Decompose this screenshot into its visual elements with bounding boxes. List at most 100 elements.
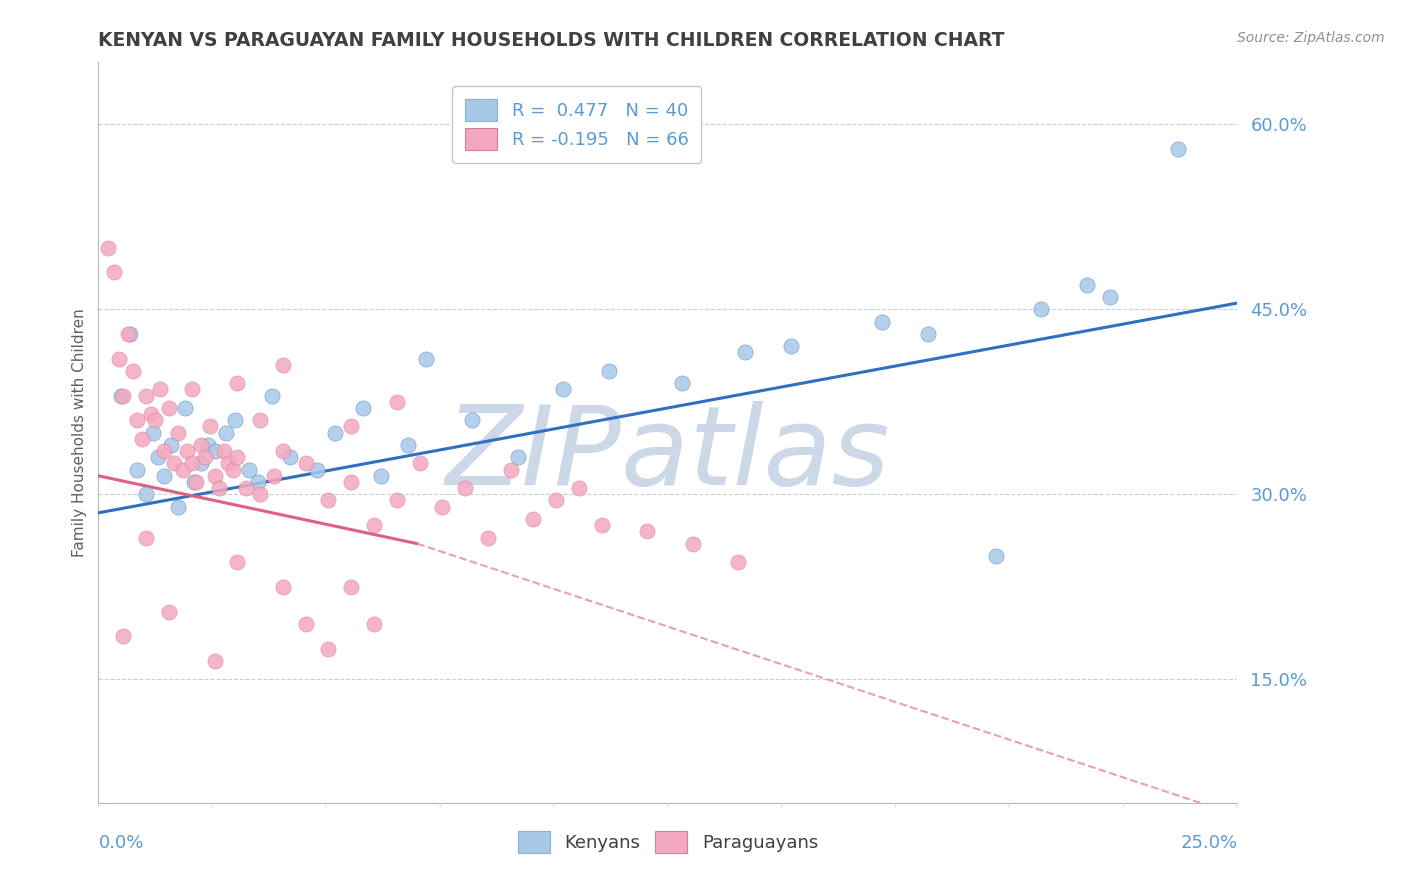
Point	[249, 487, 271, 501]
Text: 25.0%: 25.0%	[1180, 834, 1237, 852]
Point	[135, 487, 157, 501]
Point	[108, 351, 131, 366]
Point	[917, 326, 939, 341]
Point	[204, 444, 226, 458]
Point	[477, 531, 499, 545]
Point	[1167, 142, 1189, 156]
Point	[157, 401, 180, 415]
Point	[734, 345, 756, 359]
Point	[110, 389, 132, 403]
Point	[363, 616, 385, 631]
Point	[103, 265, 125, 279]
Point	[217, 457, 239, 471]
Point	[190, 438, 212, 452]
Point	[96, 240, 118, 254]
Point	[198, 419, 221, 434]
Point	[598, 364, 620, 378]
Point	[1031, 302, 1053, 317]
Point	[318, 641, 340, 656]
Point	[226, 450, 249, 465]
Point	[636, 524, 658, 539]
Point	[779, 339, 801, 353]
Point	[127, 413, 149, 427]
Point	[112, 389, 135, 403]
Point	[1076, 277, 1098, 292]
Legend: Kenyans, Paraguayans: Kenyans, Paraguayans	[510, 824, 825, 861]
Point	[112, 629, 135, 643]
Point	[294, 457, 316, 471]
Point	[461, 413, 484, 427]
Point	[271, 580, 294, 594]
Point	[131, 432, 153, 446]
Point	[197, 438, 219, 452]
Point	[385, 493, 408, 508]
Point	[385, 394, 408, 409]
Point	[307, 462, 329, 476]
Point	[172, 462, 194, 476]
Point	[249, 413, 271, 427]
Point	[671, 376, 693, 391]
Point	[127, 462, 149, 476]
Point	[340, 419, 363, 434]
Point	[215, 425, 238, 440]
Point	[271, 358, 294, 372]
Point	[180, 383, 202, 397]
Point	[499, 462, 522, 476]
Point	[278, 450, 301, 465]
Point	[204, 654, 226, 668]
Text: 0.0%: 0.0%	[98, 834, 143, 852]
Point	[246, 475, 269, 489]
Point	[318, 493, 340, 508]
Point	[121, 364, 143, 378]
Point	[1098, 290, 1121, 304]
Point	[591, 518, 613, 533]
Point	[160, 438, 183, 452]
Point	[167, 500, 190, 514]
Point	[323, 425, 346, 440]
Point	[120, 326, 142, 341]
Point	[415, 351, 437, 366]
Point	[396, 438, 419, 452]
Point	[238, 462, 260, 476]
Point	[546, 493, 568, 508]
Point	[208, 481, 231, 495]
Point	[167, 425, 190, 440]
Point	[142, 425, 165, 440]
Point	[226, 555, 249, 569]
Point	[551, 383, 574, 397]
Point	[162, 457, 184, 471]
Point	[340, 580, 363, 594]
Point	[263, 468, 285, 483]
Point	[180, 457, 202, 471]
Point	[454, 481, 477, 495]
Point	[176, 444, 198, 458]
Point	[222, 462, 245, 476]
Point	[117, 326, 139, 341]
Point	[212, 444, 235, 458]
Point	[271, 444, 294, 458]
Point	[260, 389, 283, 403]
Point	[224, 413, 246, 427]
Point	[870, 314, 893, 328]
Text: ZIPatlas: ZIPatlas	[446, 401, 890, 508]
Point	[139, 407, 162, 421]
Point	[186, 475, 208, 489]
Point	[682, 536, 704, 550]
Point	[183, 475, 205, 489]
Point	[145, 413, 167, 427]
Point	[432, 500, 454, 514]
Point	[146, 450, 169, 465]
Point	[194, 450, 217, 465]
Text: Source: ZipAtlas.com: Source: ZipAtlas.com	[1237, 31, 1385, 45]
Point	[153, 468, 176, 483]
Point	[153, 444, 176, 458]
Text: KENYAN VS PARAGUAYAN FAMILY HOUSEHOLDS WITH CHILDREN CORRELATION CHART: KENYAN VS PARAGUAYAN FAMILY HOUSEHOLDS W…	[98, 30, 1005, 50]
Point	[408, 457, 430, 471]
Point	[174, 401, 197, 415]
Point	[727, 555, 749, 569]
Point	[149, 383, 172, 397]
Point	[568, 481, 591, 495]
Point	[190, 457, 212, 471]
Point	[984, 549, 1007, 563]
Point	[370, 468, 392, 483]
